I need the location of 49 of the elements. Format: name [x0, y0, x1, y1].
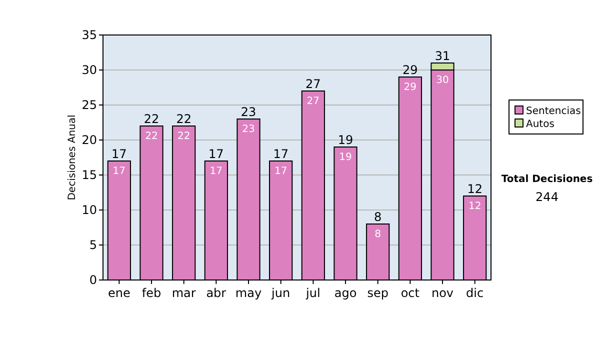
data-label: 17 [274, 166, 288, 177]
y-tick-label: 25 [82, 98, 97, 112]
x-tick-label: abr [206, 286, 226, 300]
data-label: 22 [145, 131, 158, 142]
y-tick-label: 35 [82, 28, 97, 42]
x-tick-label: jun [270, 286, 290, 300]
y-axis-title: Decisiones Anual [67, 114, 78, 200]
x-tick-label: oct [400, 286, 420, 300]
x-tick-label: feb [142, 286, 162, 300]
x-tick-label: jul [305, 286, 320, 300]
total-label: 22 [144, 112, 160, 126]
data-label: 8 [374, 229, 382, 240]
data-label: 27 [306, 96, 320, 107]
data-label: 29 [404, 82, 417, 93]
text: 244 [536, 190, 558, 204]
x-tick-label: mar [172, 286, 196, 300]
total-label: 17 [208, 147, 224, 161]
data-label: 12 [468, 201, 482, 212]
total-label: 19 [338, 133, 354, 147]
total-label: 23 [240, 105, 256, 119]
legend-label: Autos [526, 119, 554, 130]
legend-label: Sentencias [526, 106, 581, 117]
data-label: 19 [339, 152, 352, 163]
y-tick-label: 20 [82, 133, 97, 148]
x-tick-label: nov [431, 286, 454, 300]
x-tick-label: sep [367, 286, 388, 300]
x-tick-label: may [235, 286, 262, 300]
total-label: 17 [273, 147, 288, 161]
x-tick-label: ago [334, 286, 357, 300]
total-label: 27 [306, 77, 321, 91]
x-tick-label: ene [108, 286, 130, 300]
data-label: 30 [436, 75, 449, 86]
total-label: 12 [467, 182, 482, 196]
total-label: 31 [434, 49, 450, 63]
y-tick-label: 10 [82, 203, 97, 218]
data-label: 22 [177, 131, 190, 142]
data-label: 23 [242, 124, 255, 135]
total-label: 22 [176, 112, 192, 126]
total-label: 29 [402, 63, 418, 77]
y-tick-label: 15 [82, 168, 97, 182]
total-label: 8 [374, 210, 382, 224]
data-label: 17 [112, 166, 126, 177]
data-label: 17 [210, 166, 223, 177]
text: Total Decisiones [501, 174, 593, 185]
total-label: 17 [112, 147, 127, 161]
y-tick-label: 30 [82, 63, 97, 78]
y-tick-label: 5 [89, 238, 97, 252]
x-tick-label: dic [466, 286, 484, 300]
y-tick-label: 0 [89, 273, 97, 288]
